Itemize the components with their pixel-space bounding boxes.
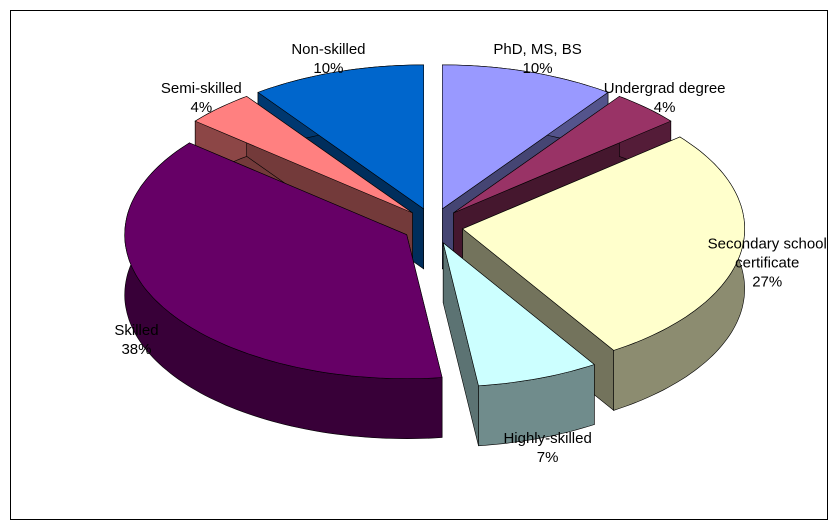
slice-top: [462, 136, 745, 351]
data-label: Semi-skilled 4%: [136, 79, 266, 117]
slice-top: [124, 142, 443, 380]
slice-top: [257, 64, 424, 210]
label-name: Skilled: [114, 321, 159, 339]
slice-top: [194, 96, 413, 214]
data-label: PhD, MS, BS 10%: [473, 40, 603, 78]
data-label: Highly-skilled 7%: [483, 429, 613, 467]
label-name: PhD, MS, BS: [493, 40, 582, 58]
label-name: Highly-skilled: [503, 429, 592, 447]
label-name: Semi-skilled: [160, 79, 242, 97]
slice-top: [442, 242, 595, 387]
data-label: Secondary school certificate 27%: [702, 234, 832, 291]
slice-top: [453, 96, 672, 214]
label-value: 7%: [536, 448, 559, 466]
label-name: Secondary school certificate: [707, 235, 827, 272]
label-value: 38%: [121, 340, 152, 358]
data-label: Undergrad degree 4%: [600, 79, 730, 117]
slice-top: [442, 64, 609, 210]
label-name: Undergrad degree: [603, 79, 726, 97]
label-value: 10%: [313, 59, 344, 77]
label-value: 4%: [653, 98, 676, 116]
data-label: Skilled 38%: [71, 321, 201, 359]
slice: [124, 142, 443, 440]
label-value: 27%: [752, 273, 783, 291]
label-value: 4%: [190, 98, 213, 116]
data-label: Non-skilled 10%: [263, 40, 393, 78]
slice: [442, 242, 595, 447]
label-name: Non-skilled: [291, 40, 366, 58]
label-value: 10%: [522, 59, 553, 77]
